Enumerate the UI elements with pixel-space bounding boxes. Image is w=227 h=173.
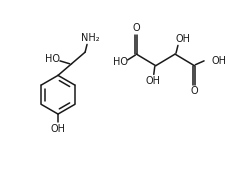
Text: OH: OH <box>211 56 226 66</box>
Text: HO: HO <box>113 57 128 67</box>
Text: OH: OH <box>50 124 65 134</box>
Text: OH: OH <box>145 76 160 86</box>
Text: HO: HO <box>44 54 59 64</box>
Text: O: O <box>132 23 140 33</box>
Text: NH₂: NH₂ <box>80 33 99 43</box>
Text: OH: OH <box>175 34 190 44</box>
Text: O: O <box>190 86 197 96</box>
